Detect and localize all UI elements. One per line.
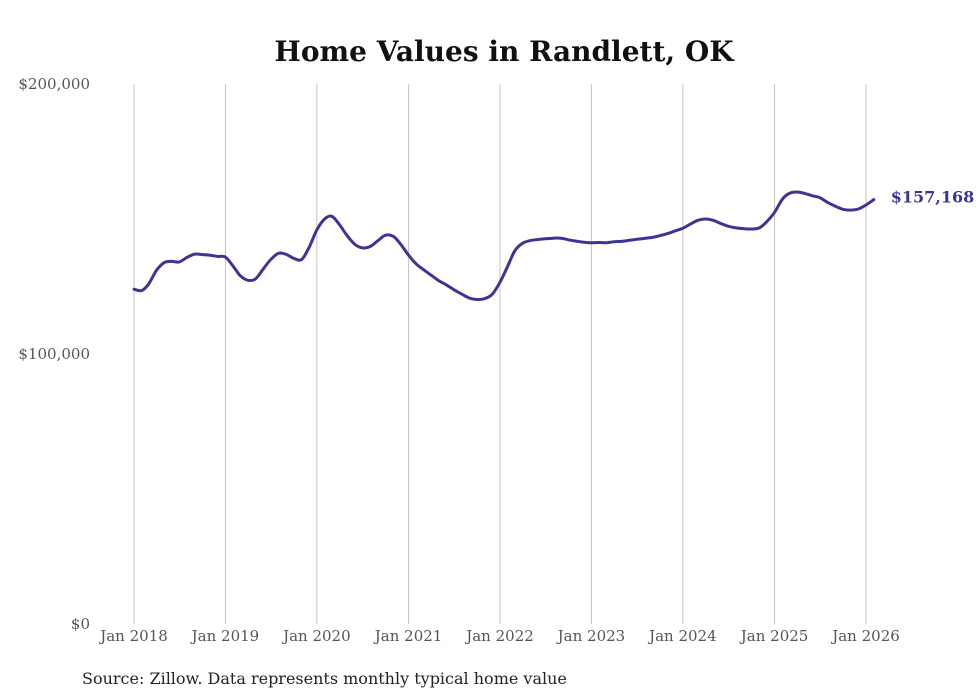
x-axis-tick-labels: Jan 2018 Jan 2019 Jan 2020 Jan 2021 Jan 2022…: [98, 627, 900, 645]
x-tick-label: Jan 2018: [98, 627, 168, 645]
home-value-line: [132, 190, 876, 302]
x-tick-label: Jan 2026: [830, 627, 900, 645]
x-tick-label: Jan 2021: [373, 627, 443, 645]
y-axis-tick-labels: $0 $100,000 $200,000: [18, 75, 90, 633]
y-tick-label: $100,000: [18, 345, 90, 363]
x-tick-label: Jan 2020: [281, 627, 351, 645]
x-tick-label: Jan 2023: [556, 627, 626, 645]
source-note: Source: Zillow. Data represents monthly …: [82, 669, 567, 688]
x-tick-label: Jan 2025: [739, 627, 809, 645]
chart-title: Home Values in Randlett, OK: [274, 35, 735, 68]
gridlines: [133, 84, 867, 624]
y-tick-label: $0: [71, 615, 90, 633]
x-tick-label: Jan 2022: [464, 627, 534, 645]
x-tick-label: Jan 2019: [190, 627, 260, 645]
latest-value-label: $157,168: [891, 188, 975, 207]
x-tick-label: Jan 2024: [647, 627, 717, 645]
y-tick-label: $200,000: [18, 75, 90, 93]
